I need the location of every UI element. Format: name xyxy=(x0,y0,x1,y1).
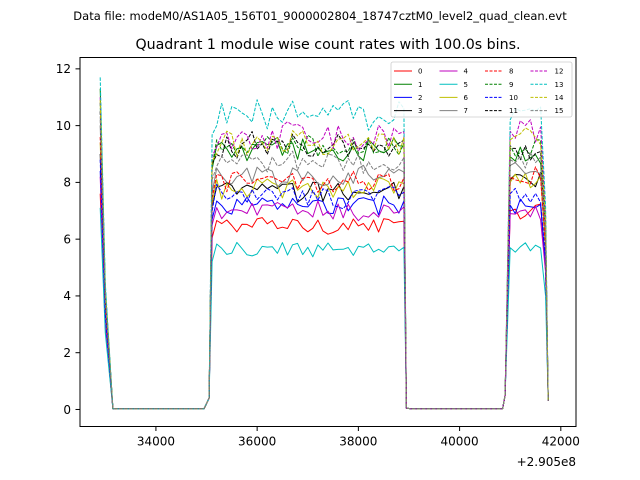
series-line-7 xyxy=(99,125,549,410)
legend-label-8: 8 xyxy=(509,68,513,76)
y-tick-label-4: 4 xyxy=(63,289,71,303)
y-tick-label-10: 10 xyxy=(56,119,71,133)
legend-label-6: 6 xyxy=(464,94,469,102)
series-line-14 xyxy=(99,100,549,410)
axes-frame xyxy=(79,57,577,427)
legend-label-14: 14 xyxy=(555,94,564,102)
legend-label-1: 1 xyxy=(418,81,422,89)
series-line-3 xyxy=(99,153,549,410)
series-line-2 xyxy=(99,170,549,410)
x-tick-label-36000: 36000 xyxy=(238,435,276,449)
x-axis: 34000 36000 38000 40000 42000 xyxy=(137,426,580,449)
series-line-12 xyxy=(99,97,549,410)
y-tick-label-0: 0 xyxy=(63,403,71,417)
series-line-15 xyxy=(99,119,549,410)
figure-suptitle: Data file: modeM0/AS1A05_156T01_90000028… xyxy=(73,9,567,23)
legend-label-4: 4 xyxy=(464,68,469,76)
series-line-9 xyxy=(99,102,549,410)
legend-label-13: 13 xyxy=(555,81,564,89)
legend-box xyxy=(390,61,573,118)
legend-label-3: 3 xyxy=(418,107,422,115)
y-tick-label-12: 12 xyxy=(56,62,71,76)
series-layer xyxy=(99,77,549,410)
series-line-11 xyxy=(99,111,549,410)
legend-label-12: 12 xyxy=(555,68,564,76)
y-tick-label-6: 6 xyxy=(63,232,71,246)
legend-label-7: 7 xyxy=(464,107,468,115)
y-axis: 0 2 4 6 8 10 12 xyxy=(56,62,80,417)
series-line-0 xyxy=(99,193,549,410)
chart-title: Quadrant 1 module wise count rates with … xyxy=(135,37,520,53)
series-line-8 xyxy=(99,136,549,410)
legend-label-15: 15 xyxy=(555,107,564,115)
x-offset-label: +2.905e8 xyxy=(517,455,576,469)
series-line-5 xyxy=(99,207,549,410)
x-tick-label-42000: 42000 xyxy=(542,435,580,449)
x-tick-label-34000: 34000 xyxy=(137,435,175,449)
series-line-4 xyxy=(99,176,549,410)
x-tick-label-40000: 40000 xyxy=(440,435,478,449)
series-line-13 xyxy=(99,77,549,410)
legend-label-9: 9 xyxy=(509,81,513,89)
legend-label-5: 5 xyxy=(464,81,468,89)
legend-label-0: 0 xyxy=(418,68,422,76)
legend-label-2: 2 xyxy=(418,94,422,102)
series-line-6 xyxy=(99,142,549,410)
y-tick-label-8: 8 xyxy=(63,176,71,190)
legend-label-11: 11 xyxy=(509,107,518,115)
legend-label-10: 10 xyxy=(509,94,518,102)
y-tick-label-2: 2 xyxy=(63,346,71,360)
plot-area xyxy=(79,57,577,427)
x-tick-label-38000: 38000 xyxy=(339,435,377,449)
